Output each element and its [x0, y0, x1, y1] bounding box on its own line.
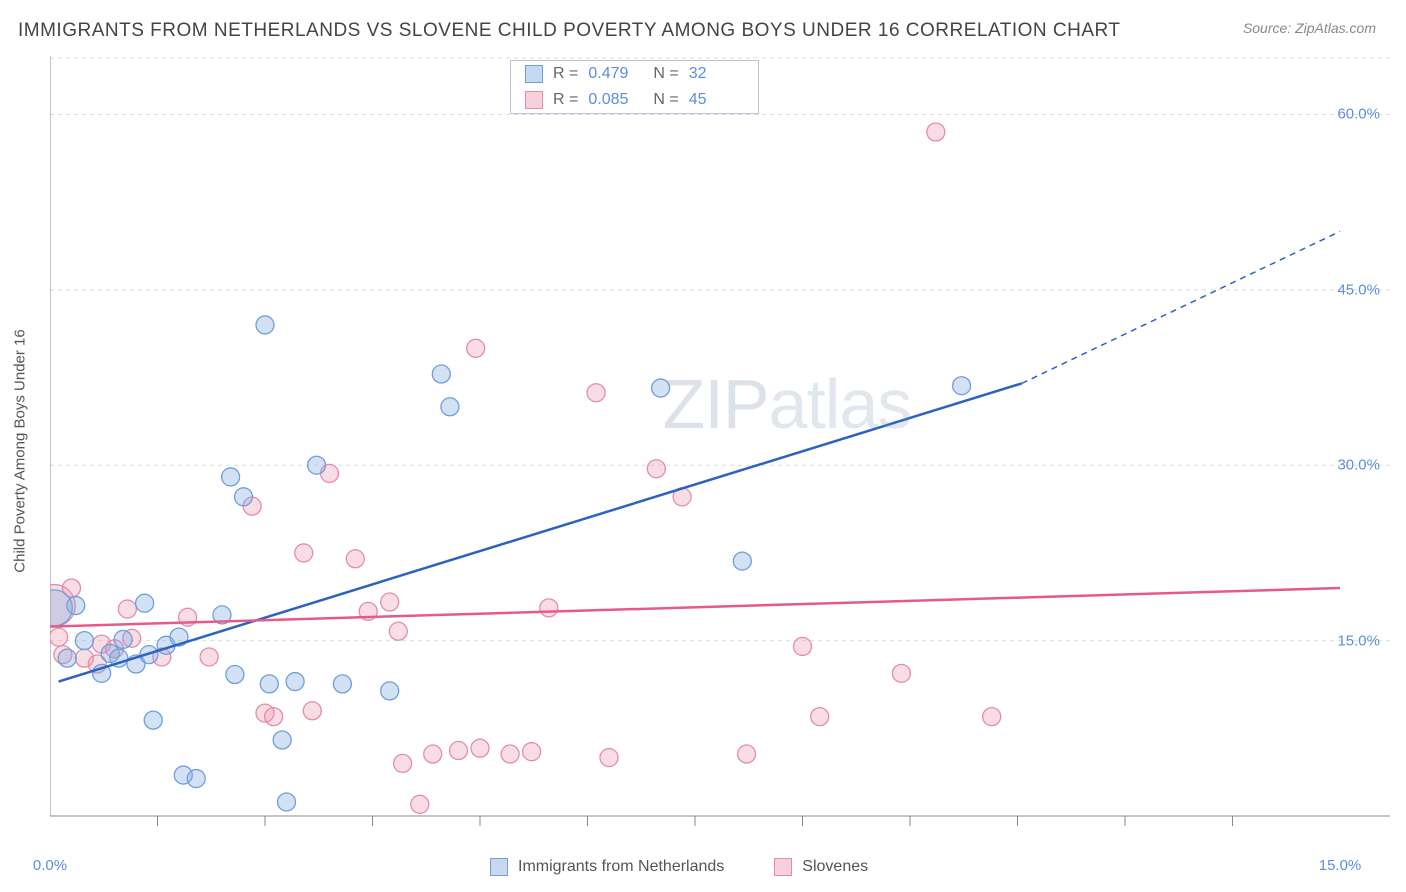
data-point	[953, 377, 971, 395]
series-legend-item: Immigrants from Netherlands	[490, 858, 724, 876]
legend-row: R = 0.479 N = 32	[511, 61, 758, 87]
series-legend-label: Immigrants from Netherlands	[518, 858, 724, 876]
chart-container: Child Poverty Among Boys Under 16 R =0.4…	[50, 56, 1390, 846]
legend-row: R = 0.085 N = 45	[511, 87, 758, 113]
data-point	[733, 552, 751, 570]
legend-r-label: R =	[553, 65, 578, 83]
data-point	[235, 488, 253, 506]
trend-line	[50, 588, 1340, 627]
chart-source: Source: ZipAtlas.com	[1243, 20, 1376, 36]
data-point	[450, 742, 468, 760]
data-point	[424, 745, 442, 763]
legend-n-label: N =	[653, 91, 678, 109]
data-point	[136, 594, 154, 612]
data-point	[256, 316, 274, 334]
x-tick-label: 15.0%	[1319, 857, 1362, 874]
data-point	[738, 745, 756, 763]
data-point	[587, 384, 605, 402]
data-point	[794, 637, 812, 655]
legend-swatch-icon	[525, 65, 543, 83]
data-point	[226, 666, 244, 684]
data-point	[50, 628, 68, 646]
data-point	[265, 708, 283, 726]
chart-title: IMMIGRANTS FROM NETHERLANDS VS SLOVENE C…	[18, 20, 1121, 42]
series-legend-item: Slovenes	[774, 858, 868, 876]
data-point	[983, 708, 1001, 726]
data-point	[114, 630, 132, 648]
data-point	[333, 675, 351, 693]
trend-line-extrapolated	[1022, 231, 1340, 383]
data-point	[58, 649, 76, 667]
data-point	[523, 743, 541, 761]
data-point	[303, 702, 321, 720]
data-point	[467, 339, 485, 357]
scatter-plot	[50, 56, 1390, 846]
data-point	[389, 622, 407, 640]
x-tick-label: 0.0%	[33, 857, 67, 874]
data-point	[286, 673, 304, 691]
data-point	[600, 749, 618, 767]
data-point	[295, 544, 313, 562]
data-point	[540, 599, 558, 617]
legend-n-value: 32	[689, 65, 744, 83]
data-point	[308, 456, 326, 474]
data-point	[471, 739, 489, 757]
chart-header: IMMIGRANTS FROM NETHERLANDS VS SLOVENE C…	[0, 0, 1406, 48]
legend-n-value: 45	[689, 91, 744, 109]
data-point	[811, 708, 829, 726]
data-point	[67, 597, 85, 615]
data-point	[346, 550, 364, 568]
data-point	[441, 398, 459, 416]
series-legend: Immigrants from Netherlands Slovenes	[490, 858, 868, 876]
data-point	[381, 593, 399, 611]
y-tick-label: 30.0%	[1337, 457, 1380, 474]
legend-swatch-icon	[774, 858, 792, 876]
correlation-legend: R = 0.479 N = 32 R = 0.085 N = 45	[510, 60, 759, 114]
data-point	[222, 468, 240, 486]
data-point	[200, 648, 218, 666]
trend-line	[59, 383, 1022, 681]
legend-r-value: 0.085	[588, 91, 643, 109]
data-point	[647, 460, 665, 478]
legend-swatch-icon	[525, 91, 543, 109]
y-tick-label: 45.0%	[1337, 281, 1380, 298]
data-point	[394, 754, 412, 772]
data-point	[381, 682, 399, 700]
data-point	[411, 795, 429, 813]
data-point	[501, 745, 519, 763]
y-tick-label: 60.0%	[1337, 106, 1380, 123]
data-point	[187, 770, 205, 788]
legend-n-label: N =	[653, 65, 678, 83]
data-point	[892, 664, 910, 682]
data-point	[927, 123, 945, 141]
data-point	[432, 365, 450, 383]
y-axis-label: Child Poverty Among Boys Under 16	[12, 329, 29, 572]
data-point	[75, 632, 93, 650]
data-point	[652, 379, 670, 397]
data-point	[118, 600, 136, 618]
series-legend-label: Slovenes	[802, 858, 868, 876]
legend-r-label: R =	[553, 91, 578, 109]
data-point	[278, 793, 296, 811]
y-tick-label: 15.0%	[1337, 632, 1380, 649]
legend-r-value: 0.479	[588, 65, 643, 83]
legend-swatch-icon	[490, 858, 508, 876]
data-point	[260, 675, 278, 693]
data-point	[144, 711, 162, 729]
data-point	[273, 731, 291, 749]
